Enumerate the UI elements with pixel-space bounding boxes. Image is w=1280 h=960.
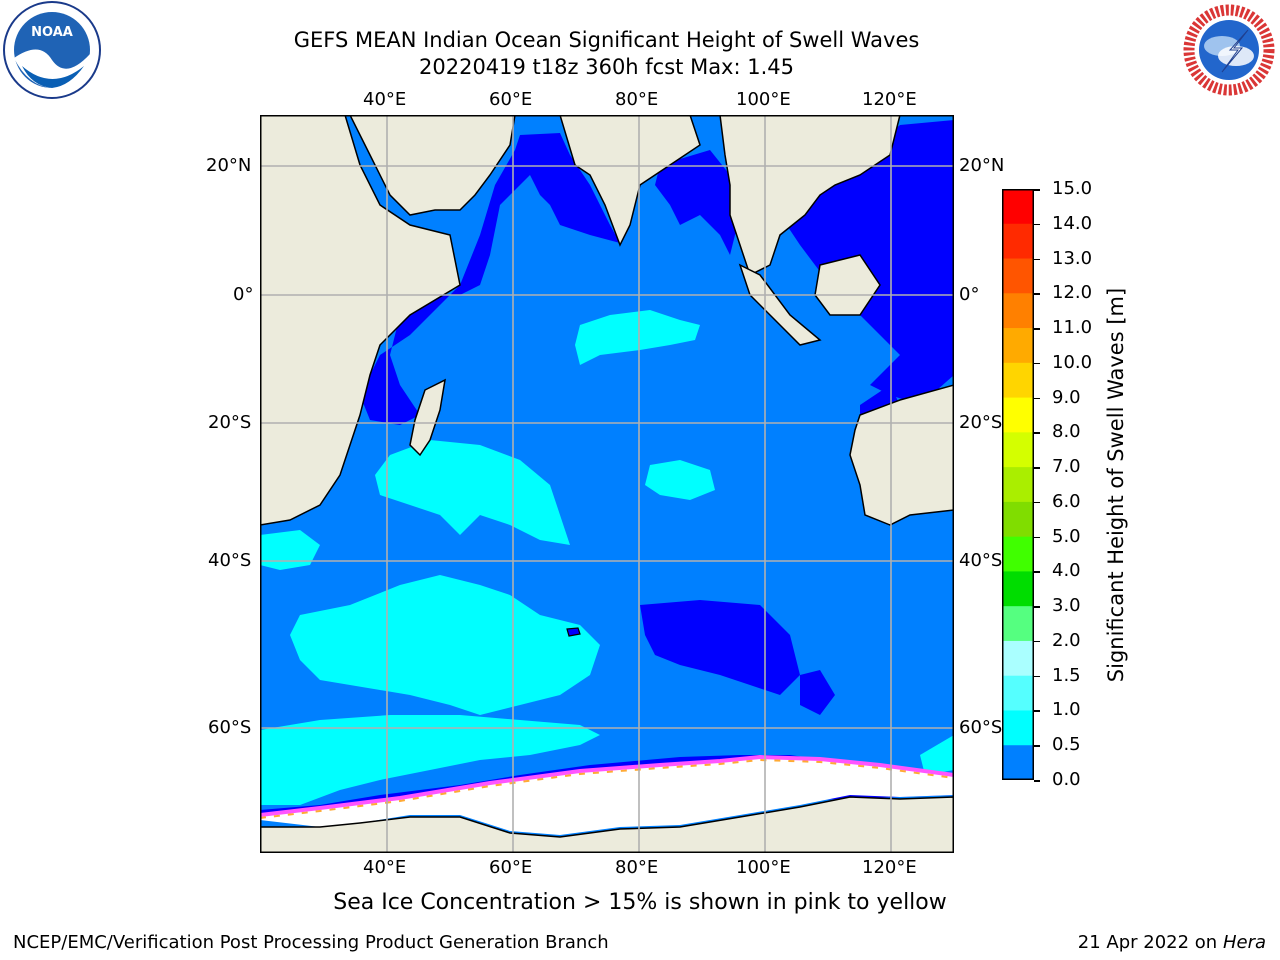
colorbar-tick-label: 4.0 [1052,560,1081,582]
colorbar-tick-mark [1034,710,1040,712]
colorbar-label: Significant Height of Swell Waves [m] [1104,287,1128,683]
lat-tick-right-40s: 40°S [959,550,1003,571]
colorbar-band [1002,362,1034,399]
colorbar-band [1002,501,1034,538]
lon-tick-bottom-60e: 60°E [489,857,533,878]
colorbar-frame [1002,189,1034,780]
footer-host: Hera [1222,932,1266,953]
lon-tick-top-120e: 120°E [862,89,917,110]
noaa-logo-text: NOAA [31,25,73,40]
map-frame [260,115,954,853]
colorbar-tick-mark [1034,189,1040,191]
colorbar-tick-mark [1034,328,1040,330]
colorbar-tick-label: 12.0 [1052,282,1093,304]
lon-tick-top-100e: 100°E [736,89,791,110]
colorbar-tick-label: 6.0 [1052,490,1081,512]
colorbar-band [1002,745,1034,781]
colorbar-tick-label: 14.0 [1052,212,1093,234]
high-swell-regions [260,310,954,805]
map-svg [259,114,955,854]
colorbar-tick-label: 13.0 [1052,247,1093,269]
lon-tick-top-40e: 40°E [363,89,407,110]
footer-date: 21 Apr 2022 on Hera [1078,932,1266,953]
colorbar-band [1002,223,1034,260]
colorbar-band [1002,328,1034,364]
lat-tick-left-60s: 60°S [208,717,252,738]
colorbar-band [1002,536,1034,572]
lat-tick-left-20s: 20°S [208,412,252,433]
noaa-logo: NOAA [0,0,104,104]
colorbar-tick-mark [1034,640,1040,643]
colorbar-tick-mark [1034,432,1040,434]
lon-tick-bottom-120e: 120°E [862,857,917,878]
colorbar-tick-label: 15.0 [1052,178,1093,199]
lon-tick-top-80e: 80°E [615,89,659,110]
lat-tick-right-20s: 20°S [959,412,1003,433]
colorbar-tick-label: 9.0 [1052,386,1081,408]
colorbar-tick-mark [1034,467,1040,469]
sea-ice-caption: Sea Ice Concentration > 15% is shown in … [333,890,947,915]
lat-tick-right-60s: 60°S [959,717,1003,738]
lat-tick-left-0: 0° [233,284,254,305]
lat-tick-right-0: 0° [959,284,980,305]
colorbar-band [1002,606,1034,642]
colorbar-band [1002,467,1034,503]
colorbar-tick-mark [1034,293,1040,295]
kerguelen-island [566,627,581,637]
nws-logo [1178,0,1280,100]
footer-credit: NCEP/EMC/Verification Post Processing Pr… [13,932,609,953]
colorbar-tick-label: 0.5 [1052,734,1081,756]
colorbar [1002,189,1034,781]
lon-tick-bottom-100e: 100°E [736,857,791,878]
graticule [260,115,954,853]
colorbar-tick-label: 10.0 [1052,351,1093,373]
colorbar-tick-label: 5.0 [1052,525,1081,547]
colorbar-tick-mark [1034,536,1040,539]
colorbar-tick-mark [1034,501,1040,504]
chart-title: GEFS MEAN Indian Ocean Significant Heigh… [293,28,920,52]
lat-tick-right-20n: 20°N [959,155,1005,176]
footer-date-text: 21 Apr 2022 on [1077,932,1223,953]
colorbar-tick-mark [1034,362,1040,365]
colorbar-tick-label: 2.0 [1052,629,1081,651]
colorbar-tick-label: 1.0 [1052,699,1081,721]
sea-ice [259,754,955,835]
colorbar-tick-label: 8.0 [1052,421,1081,443]
colorbar-band [1002,710,1034,746]
colorbar-band [1002,640,1034,677]
colorbar-tick-label: 7.0 [1052,456,1081,478]
lat-tick-left-40s: 40°S [208,550,252,571]
lat-tick-left-20n: 20°N [206,155,252,176]
lon-tick-bottom-80e: 80°E [615,857,659,878]
colorbar-svg [1002,189,1034,781]
chart-subtitle: 20220419 t18z 360h fcst Max: 1.45 [419,55,794,79]
colorbar-tick-label: 1.5 [1052,664,1081,686]
colorbar-tick-mark [1034,397,1040,400]
colorbar-tick-mark [1034,606,1040,608]
colorbar-band [1002,397,1034,433]
colorbar-tick-mark [1034,675,1040,678]
colorbar-band [1002,189,1034,225]
colorbar-tick-label: 0.0 [1052,769,1081,790]
colorbar-tick-mark [1034,780,1040,782]
colorbar-tick-mark [1034,223,1040,226]
colorbar-band [1002,258,1034,294]
colorbar-tick-mark [1034,258,1040,261]
colorbar-band [1002,432,1034,468]
colorbar-tick-mark [1034,571,1040,573]
colorbar-tick-label: 11.0 [1052,317,1093,339]
colorbar-band [1002,293,1034,329]
colorbar-band [1002,571,1034,607]
colorbar-band [1002,675,1034,711]
lon-tick-bottom-40e: 40°E [363,857,407,878]
colorbar-tick-label: 3.0 [1052,595,1081,617]
lon-tick-top-60e: 60°E [489,89,533,110]
map-panel [259,114,955,854]
colorbar-tick-mark [1034,745,1040,747]
